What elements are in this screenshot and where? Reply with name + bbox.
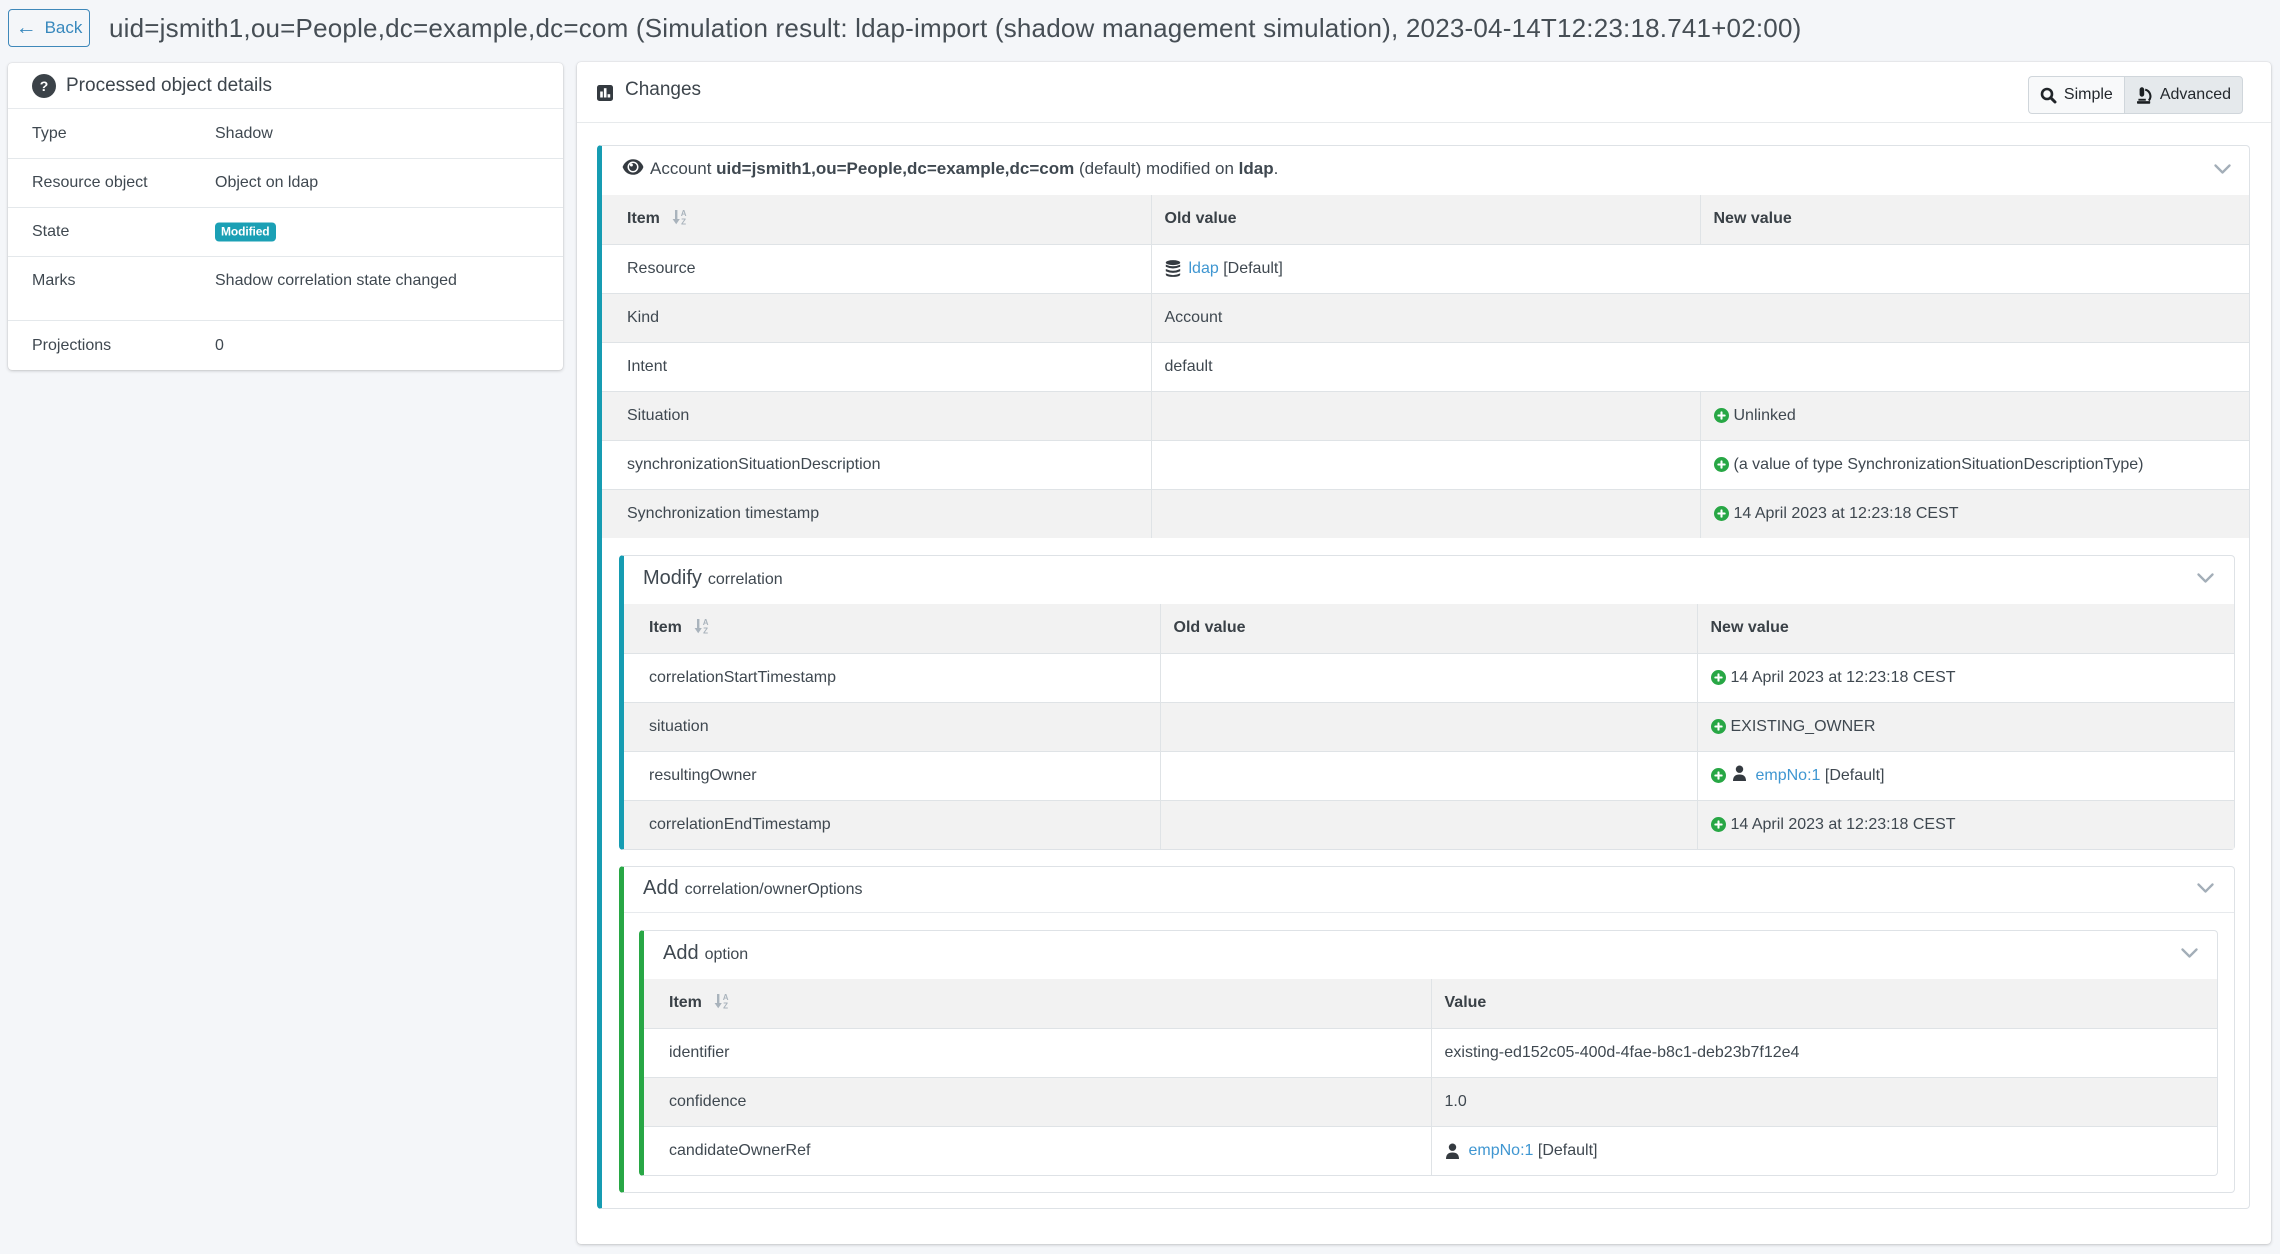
- svg-text:Z: Z: [681, 217, 686, 225]
- svg-text:Z: Z: [703, 626, 708, 634]
- svg-text:A: A: [681, 209, 687, 218]
- svg-text:A: A: [723, 993, 729, 1002]
- svg-text:Z: Z: [723, 1001, 728, 1009]
- svg-text:A: A: [703, 618, 709, 627]
